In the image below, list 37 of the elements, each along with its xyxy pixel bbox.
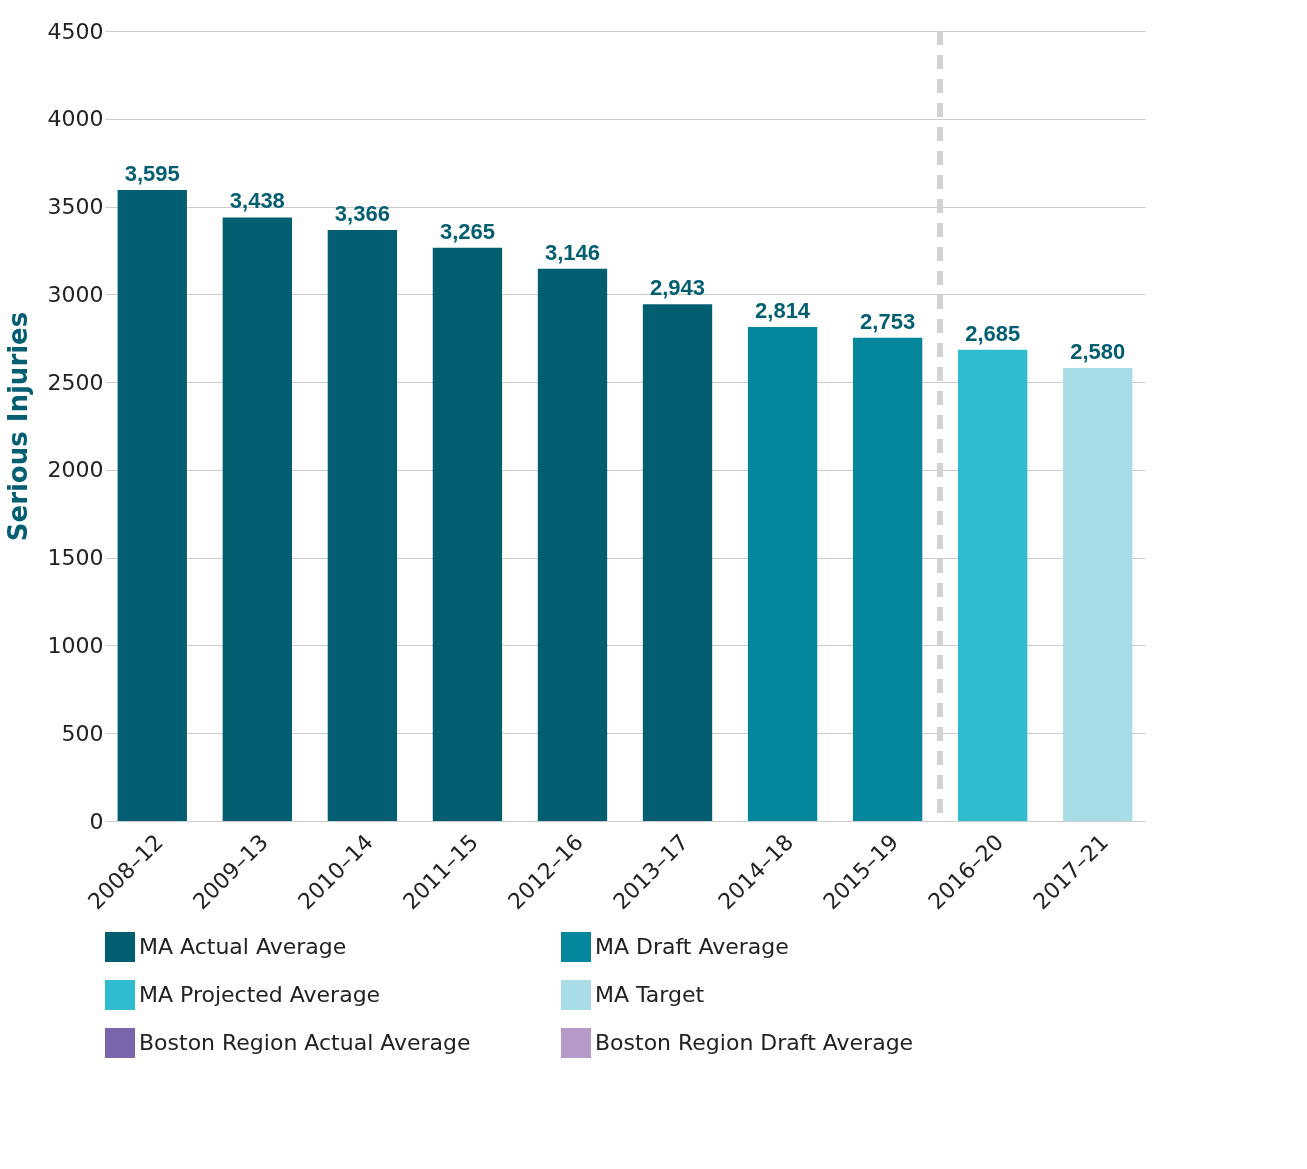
y-tick-label: 1000 <box>47 632 104 658</box>
data-label: 3,265 <box>439 218 495 244</box>
legend-label: Boston Region Draft Average <box>595 1030 914 1055</box>
bar <box>1063 368 1133 821</box>
y-tick-label: 2500 <box>47 369 104 395</box>
legend-label: MA Draft Average <box>595 934 789 959</box>
data-label: 3,366 <box>334 201 390 227</box>
y-tick-label: 1500 <box>47 545 104 571</box>
data-label: 3,595 <box>124 160 180 186</box>
y-tick-label: 3500 <box>47 194 104 220</box>
bar <box>327 230 398 821</box>
legend-label: MA Projected Average <box>139 982 381 1007</box>
bar <box>852 337 923 821</box>
data-label: 2,943 <box>649 275 706 301</box>
data-label: 3,438 <box>229 188 285 214</box>
y-tick-label: 4500 <box>47 18 104 44</box>
y-axis-title: Serious Injuries <box>2 311 33 542</box>
y-tick-label: 3000 <box>47 281 104 307</box>
legend-label: MA Target <box>595 982 705 1007</box>
bar <box>537 268 608 821</box>
bar <box>432 247 503 821</box>
bar <box>222 217 292 821</box>
data-label: 2,814 <box>755 297 811 323</box>
data-label: 2,685 <box>965 320 1021 346</box>
bar <box>958 349 1028 821</box>
bar <box>747 326 818 821</box>
data-label: 3,146 <box>544 239 601 265</box>
y-tick-label: 2000 <box>47 457 104 483</box>
legend-label: MA Actual Average <box>139 934 347 959</box>
y-tick-label: 500 <box>61 720 104 746</box>
y-tick-label: 4000 <box>47 106 104 132</box>
data-label: 2,753 <box>860 308 916 334</box>
legend-label: Boston Region Actual Average <box>139 1030 471 1055</box>
data-label: 2,580 <box>1070 339 1126 365</box>
bar <box>642 304 713 821</box>
bar <box>117 189 187 821</box>
y-tick-label: 0 <box>89 808 104 834</box>
